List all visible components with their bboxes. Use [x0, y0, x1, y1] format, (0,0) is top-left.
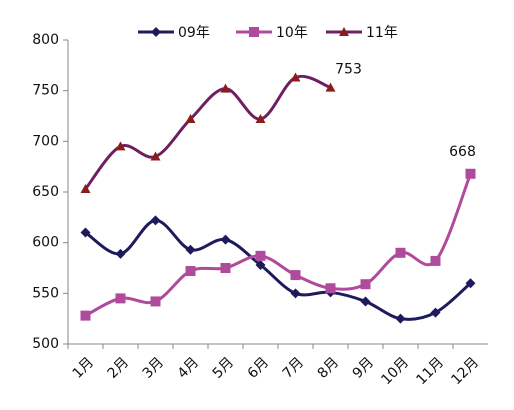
marker [290, 288, 301, 299]
x-tick-label: 8月 [315, 354, 343, 382]
marker [360, 279, 371, 290]
x-tick-label: 12月 [448, 354, 482, 388]
x-tick-label: 3月 [140, 354, 168, 382]
series-line [84, 173, 472, 317]
marker [220, 263, 231, 273]
marker [360, 296, 371, 307]
x-tick-label: 1月 [70, 354, 98, 382]
marker [255, 259, 266, 270]
marker [430, 307, 441, 318]
marker [430, 255, 441, 266]
legend-label: 11年 [366, 25, 398, 41]
marker [185, 266, 196, 277]
series-line [84, 74, 332, 190]
marker [395, 313, 406, 324]
marker [290, 72, 301, 82]
y-tick-label: 800 [32, 32, 59, 48]
marker [290, 270, 301, 281]
marker [185, 114, 196, 124]
marker [80, 183, 91, 193]
marker [255, 114, 266, 124]
x-tick-label: 11月 [413, 354, 447, 388]
x-tick-label: 4月 [175, 354, 203, 382]
y-tick-label: 550 [32, 285, 59, 301]
y-tick-label: 650 [32, 184, 59, 200]
legend-label: 10年 [276, 25, 308, 41]
marker [115, 248, 126, 259]
marker [339, 27, 349, 36]
marker [325, 82, 336, 92]
x-tick-label: 6月 [245, 354, 273, 382]
y-tick-label: 600 [32, 235, 59, 251]
marker [151, 27, 161, 37]
marker [255, 250, 266, 261]
marker [150, 296, 161, 307]
legend-item: 10年 [236, 25, 308, 41]
marker [150, 215, 161, 226]
data-label: 753 [335, 62, 362, 78]
marker [220, 83, 231, 93]
marker [115, 141, 126, 151]
marker [465, 278, 476, 289]
x-tick-label: 5月 [210, 354, 238, 382]
series-line [84, 218, 472, 321]
marker [115, 293, 126, 304]
legend-item: 11年 [326, 25, 398, 41]
marker [249, 27, 259, 37]
y-tick-label: 750 [32, 83, 59, 99]
marker [150, 151, 161, 161]
data-label: 668 [449, 144, 476, 160]
x-tick-label: 2月 [105, 354, 133, 382]
y-tick-label: 700 [32, 133, 59, 149]
x-tick-label: 7月 [280, 354, 308, 382]
x-tick-label: 10月 [378, 354, 412, 388]
marker [80, 227, 91, 238]
legend-item: 09年 [138, 25, 210, 41]
y-tick-label: 500 [32, 336, 59, 352]
marker [465, 168, 476, 179]
x-tick-label: 9月 [350, 354, 378, 382]
marker [325, 283, 336, 294]
marker [395, 247, 406, 258]
marker [185, 244, 196, 255]
legend-label: 09年 [178, 25, 210, 41]
marker [220, 234, 231, 245]
marker [80, 310, 91, 321]
